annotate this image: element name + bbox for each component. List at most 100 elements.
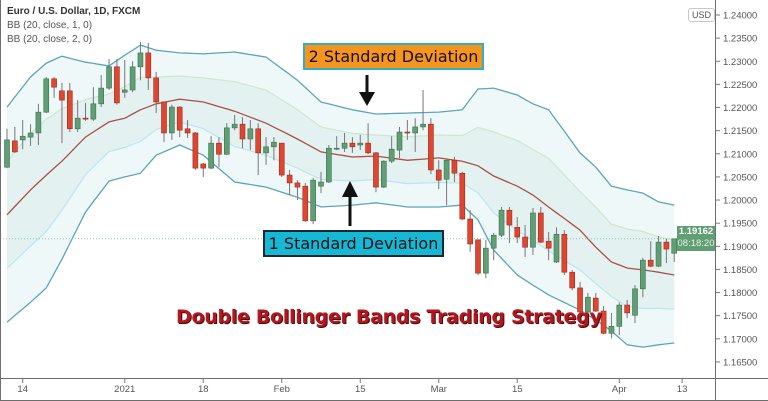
candle-body-down — [451, 159, 458, 174]
price-tick-label: 1.23500 — [723, 34, 757, 45]
candle — [663, 238, 670, 263]
time-tick-label: 13 — [677, 384, 688, 395]
candle-body-up — [341, 142, 348, 149]
candle — [537, 206, 544, 244]
bar-countdown: 08:18:20 — [677, 238, 715, 249]
candle — [475, 239, 481, 275]
candle — [208, 136, 214, 170]
candle — [271, 137, 277, 161]
candle — [608, 312, 615, 339]
candle — [483, 239, 489, 279]
candle — [19, 120, 26, 150]
time-tick-label: Mar — [431, 384, 447, 395]
candle — [255, 123, 261, 176]
candle-body-down — [161, 101, 167, 134]
candle-body-up — [74, 117, 81, 130]
candle-body-up — [169, 106, 175, 134]
candle — [640, 257, 646, 298]
symbol-title[interactable]: Euro / U.S. Dollar, 1D, FXCM — [7, 6, 141, 17]
candle-body-up — [616, 304, 623, 327]
candle-body-up — [98, 87, 104, 105]
candle-body-up — [224, 127, 230, 155]
candle-body-up — [380, 160, 387, 188]
candle — [318, 171, 324, 194]
candle — [67, 83, 73, 133]
candle — [169, 104, 175, 140]
candle-body-down — [67, 90, 73, 130]
annotation-2-standard-deviation: 2 Standard Deviation — [303, 43, 484, 70]
candle — [294, 180, 301, 201]
candle-body-up — [585, 296, 591, 313]
candle-body-down — [255, 128, 261, 154]
candle — [451, 157, 458, 182]
price-tick-label: 1.22000 — [723, 103, 757, 114]
arrow-down-icon — [359, 75, 375, 106]
candle — [43, 76, 50, 114]
candle-body-down — [200, 163, 207, 169]
candle-body-down — [373, 152, 379, 188]
candle-body-down — [192, 132, 199, 169]
candle-body-down — [435, 169, 442, 181]
candle-body-down — [278, 142, 285, 176]
candle — [161, 101, 167, 143]
candle-body-down — [184, 128, 191, 134]
candle — [59, 83, 65, 144]
inner-band-fill — [7, 76, 675, 309]
upper-2sd-band-line — [6, 44, 675, 206]
price-tick-label: 1.23000 — [723, 57, 757, 68]
candle-body-up — [671, 238, 678, 254]
price-axis[interactable]: 1.24000 1.23500 1.23000 1.22500 1.22000 1.215… — [716, 11, 757, 369]
candle — [420, 89, 426, 131]
candle — [12, 126, 18, 153]
candle-body-up — [231, 123, 238, 129]
candle-body-up — [388, 148, 395, 162]
bollinger-bands — [6, 44, 675, 348]
indicator-bb-1[interactable]: BB (20, close, 1, 0) — [7, 20, 93, 31]
candle — [553, 227, 560, 263]
candle — [412, 118, 419, 152]
candle — [373, 151, 379, 193]
candle-body-up — [27, 132, 34, 138]
candle-body-down — [545, 240, 552, 249]
candle-body-up — [530, 212, 536, 248]
candle-body-down — [302, 185, 309, 222]
candle-body-up — [90, 103, 97, 120]
candle — [545, 231, 552, 261]
price-tick-label: 1.19000 — [723, 242, 757, 253]
candle-body-up — [326, 147, 332, 183]
candle — [114, 58, 120, 105]
candle-body-up — [632, 288, 638, 316]
candle-body-up — [396, 131, 403, 151]
candle — [51, 76, 57, 98]
candle-body-down — [349, 142, 356, 148]
indicator-bb-2[interactable]: BB (20, close, 2, 0) — [7, 34, 93, 45]
candle-body-down — [239, 123, 246, 140]
time-axis[interactable]: 14 2021 18 Feb 15 Mar 15 Apr 13 — [17, 379, 687, 395]
candle — [184, 120, 191, 139]
candle — [655, 236, 662, 268]
annotation-1-standard-deviation: 1 Standard Deviation — [263, 230, 444, 257]
candle-body-down — [365, 142, 371, 154]
candle-body-up — [357, 142, 364, 146]
price-tick-label: 1.16500 — [723, 357, 757, 368]
candle — [4, 128, 10, 169]
middle-band-line — [6, 98, 675, 276]
candle-body-up — [129, 66, 136, 91]
candle — [153, 71, 159, 114]
candle — [341, 132, 348, 152]
candle-body-up — [490, 234, 497, 249]
candle — [121, 59, 128, 98]
candle-body-up — [318, 181, 324, 187]
price-tick-label: 1.21500 — [723, 126, 757, 137]
price-tick-label: 1.20500 — [723, 172, 757, 183]
candle — [278, 142, 285, 177]
candle-body-down — [592, 297, 599, 312]
candle-body-up — [208, 142, 214, 169]
candle — [388, 136, 395, 164]
candle — [671, 238, 678, 263]
candle-body-down — [600, 310, 607, 334]
candle-body-down — [404, 131, 411, 134]
currency-badge[interactable]: USD — [688, 8, 716, 22]
candle — [467, 210, 473, 252]
